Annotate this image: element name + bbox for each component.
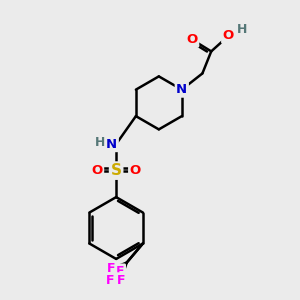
Text: N: N bbox=[176, 83, 187, 96]
Text: F: F bbox=[116, 265, 124, 278]
Text: O: O bbox=[92, 164, 103, 177]
Text: H: H bbox=[237, 23, 247, 36]
Text: F: F bbox=[117, 274, 125, 287]
Text: S: S bbox=[111, 163, 122, 178]
Text: N: N bbox=[106, 138, 117, 151]
Text: O: O bbox=[223, 29, 234, 42]
Text: H: H bbox=[95, 136, 105, 149]
Text: F: F bbox=[107, 262, 116, 275]
Text: O: O bbox=[130, 164, 141, 177]
Text: O: O bbox=[187, 33, 198, 46]
Text: F: F bbox=[106, 274, 115, 287]
